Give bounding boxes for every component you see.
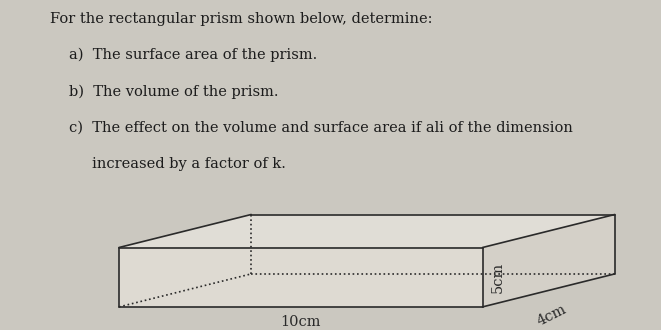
Text: For the rectangular prism shown below, determine:: For the rectangular prism shown below, d…: [50, 12, 432, 25]
Polygon shape: [119, 214, 615, 248]
Polygon shape: [119, 248, 483, 307]
Text: b)  The volume of the prism.: b) The volume of the prism.: [69, 84, 279, 99]
Text: c)  The effect on the volume and surface area if ali of the dimension: c) The effect on the volume and surface …: [69, 120, 573, 134]
Text: a)  The surface area of the prism.: a) The surface area of the prism.: [69, 48, 318, 62]
Text: 4cm: 4cm: [535, 302, 569, 328]
Polygon shape: [483, 214, 615, 307]
Text: 5cm: 5cm: [490, 262, 504, 293]
Text: 10cm: 10cm: [280, 315, 321, 329]
Text: increased by a factor of k.: increased by a factor of k.: [69, 157, 286, 171]
